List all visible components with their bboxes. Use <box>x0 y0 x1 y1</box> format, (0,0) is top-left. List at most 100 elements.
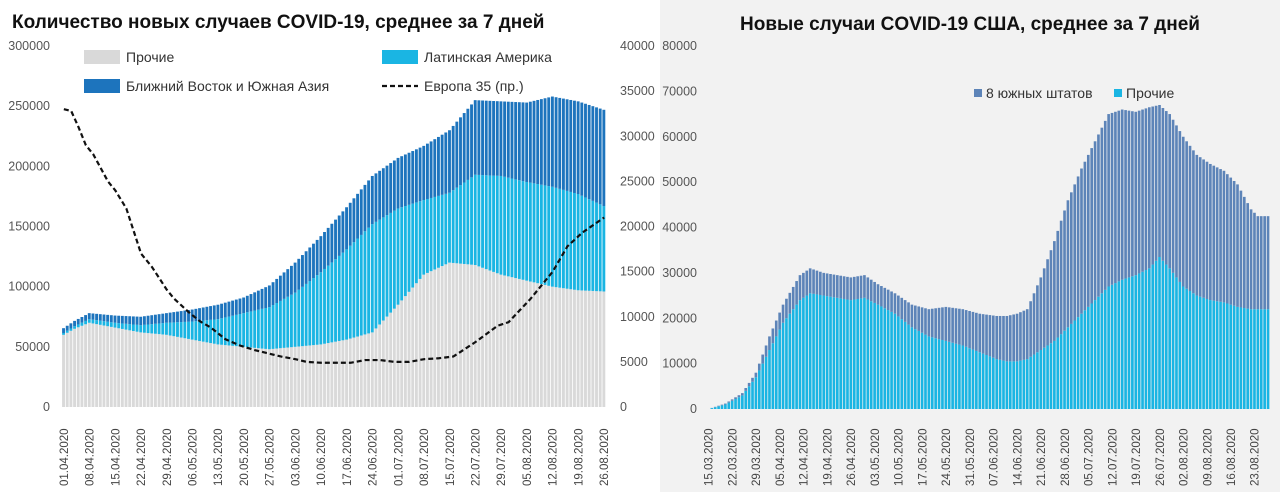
bar-us-others <box>1053 340 1056 409</box>
bar-us-others <box>1256 309 1260 409</box>
bar-me-sa <box>462 113 466 183</box>
bar-south8 <box>1015 313 1019 362</box>
bar-latam <box>561 189 565 289</box>
bar-latam <box>459 185 462 264</box>
bar-us-others <box>1144 270 1148 409</box>
bar-others <box>106 326 110 407</box>
bar-me-sa <box>576 101 580 195</box>
x-tick-label: 22.07.2020 <box>471 428 483 486</box>
bar-others <box>363 334 367 407</box>
bar-latam <box>124 323 128 330</box>
bar-others <box>172 336 176 407</box>
bar-others <box>411 287 415 407</box>
bar-us-others <box>1232 305 1236 409</box>
bar-us-others <box>958 344 961 409</box>
bar-me-sa <box>437 136 440 196</box>
bar-me-sa <box>205 306 209 321</box>
x-tick-label: 12.04.2020 <box>799 428 811 486</box>
bar-others <box>128 330 132 407</box>
bar-south8 <box>1144 108 1148 271</box>
bar-me-sa <box>477 100 481 175</box>
bar-others <box>437 267 440 407</box>
bar-south8 <box>1141 109 1144 272</box>
bar-latam <box>117 323 121 329</box>
bar-latam <box>220 318 224 345</box>
bar-me-sa <box>550 96 554 187</box>
bar-south8 <box>1246 203 1250 309</box>
bar-me-sa <box>124 316 128 324</box>
bar-others <box>356 336 360 407</box>
bar-others <box>532 282 536 407</box>
bar-latam <box>146 324 150 334</box>
bar-others <box>323 343 326 407</box>
bar-south8 <box>873 281 876 303</box>
bar-others <box>595 291 598 407</box>
bar-south8 <box>808 268 812 294</box>
bar-others <box>495 273 499 407</box>
x-tick-label: 15.07.2020 <box>445 428 457 486</box>
bar-us-others <box>866 299 870 409</box>
y2-tick-label: 40000 <box>620 39 655 53</box>
bar-us-others <box>1066 327 1070 409</box>
bar-us-others <box>1039 350 1043 409</box>
bar-latam <box>539 184 543 285</box>
bar-latam <box>190 321 194 340</box>
bar-me-sa <box>506 101 510 178</box>
bar-latam <box>554 187 558 288</box>
bar-me-sa <box>414 149 418 203</box>
bar-us-others <box>924 334 927 409</box>
bar-us-others <box>781 322 785 409</box>
bar-others <box>227 345 231 407</box>
bar-others <box>444 264 448 407</box>
bar-me-sa <box>400 156 404 208</box>
x-tick-label: 26.08.2020 <box>599 428 611 486</box>
bar-us-others <box>880 306 883 409</box>
bar-us-others <box>778 329 781 409</box>
bar-others <box>135 331 139 407</box>
bar-others <box>146 333 150 407</box>
bar-me-sa <box>348 202 352 246</box>
bar-south8 <box>981 314 985 354</box>
bar-me-sa <box>65 325 69 331</box>
bar-others <box>231 345 235 407</box>
bar-us-others <box>754 377 758 409</box>
bar-latam <box>348 245 352 339</box>
bar-south8 <box>1086 154 1090 307</box>
bar-south8 <box>1056 230 1060 338</box>
bar-south8 <box>1171 119 1175 273</box>
bar-me-sa <box>595 107 598 203</box>
bar-me-sa <box>547 97 551 187</box>
bar-us-others <box>839 298 843 409</box>
bar-latam <box>286 296 290 348</box>
bar-south8 <box>1209 163 1212 301</box>
bar-me-sa <box>275 278 279 303</box>
bar-latam <box>499 175 503 275</box>
bar-me-sa <box>602 109 606 207</box>
bar-me-sa <box>165 313 168 323</box>
bar-south8 <box>852 276 856 300</box>
bar-me-sa <box>514 102 518 180</box>
x-tick-label: 19.07.2020 <box>1131 428 1143 486</box>
bar-south8 <box>1042 268 1046 348</box>
bar-me-sa <box>231 300 235 316</box>
bar-south8 <box>876 284 880 305</box>
bar-us-others <box>927 336 931 409</box>
bar-south8 <box>863 275 866 298</box>
bar-latam <box>168 322 172 336</box>
bar-me-sa <box>297 258 301 290</box>
bar-others <box>429 271 433 407</box>
bar-south8 <box>1158 104 1161 258</box>
bar-south8 <box>764 345 768 357</box>
bar-south8 <box>880 286 883 307</box>
bar-us-others <box>1249 309 1253 409</box>
bar-others <box>492 271 496 407</box>
bar-others <box>414 283 418 407</box>
bar-us-others <box>825 296 829 409</box>
x-tick-label: 15.03.2020 <box>704 428 716 486</box>
bar-others <box>315 344 319 407</box>
bar-others <box>65 332 69 407</box>
x-tick-label: 29.04.2020 <box>162 428 174 486</box>
bar-latam <box>573 192 576 290</box>
bar-others <box>451 262 455 407</box>
bar-us-others <box>964 346 968 409</box>
